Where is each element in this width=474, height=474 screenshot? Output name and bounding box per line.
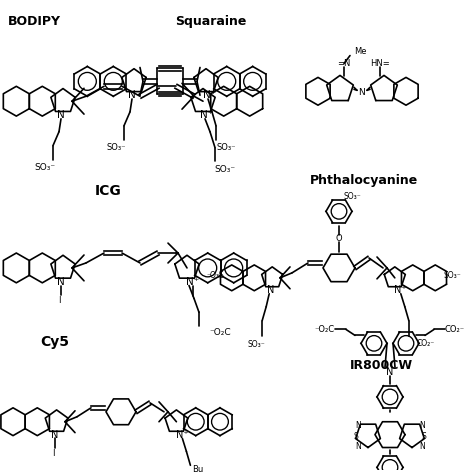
Text: ⁻O₂C: ⁻O₂C <box>315 325 335 334</box>
Text: N⁺: N⁺ <box>186 276 200 287</box>
Text: N: N <box>419 442 425 451</box>
Text: N⁺: N⁺ <box>203 90 217 100</box>
Text: N: N <box>355 442 361 451</box>
Text: I: I <box>58 296 60 305</box>
Text: ⁻O₃S: ⁻O₃S <box>206 271 224 280</box>
Text: HN=: HN= <box>370 59 390 68</box>
Text: SO₃⁻: SO₃⁻ <box>247 340 265 349</box>
Text: Squaraine: Squaraine <box>175 15 246 28</box>
Text: N: N <box>386 367 394 377</box>
Text: SO₃⁻: SO₃⁻ <box>443 271 461 280</box>
Text: N⁺: N⁺ <box>201 110 214 120</box>
Text: CO₂⁻: CO₂⁻ <box>445 325 465 334</box>
Text: SO₃⁻: SO₃⁻ <box>216 143 236 152</box>
Text: SO₃⁻: SO₃⁻ <box>214 165 236 174</box>
Text: N: N <box>419 421 425 430</box>
Text: Bu: Bu <box>192 465 204 474</box>
Text: O: O <box>336 234 342 243</box>
Text: N: N <box>128 90 136 100</box>
Text: N⁺: N⁺ <box>176 429 189 439</box>
Text: S: S <box>354 432 358 441</box>
Text: SO₃⁻: SO₃⁻ <box>106 143 126 152</box>
Text: SO₃⁻: SO₃⁻ <box>35 163 55 172</box>
Text: ICG: ICG <box>95 183 121 198</box>
Text: =N: =N <box>337 59 351 68</box>
Text: N: N <box>355 421 361 430</box>
Text: Cy5: Cy5 <box>40 335 70 349</box>
Text: S: S <box>422 432 427 441</box>
Text: IR800CW: IR800CW <box>350 359 413 372</box>
Text: N: N <box>57 110 65 120</box>
Text: N: N <box>359 88 365 97</box>
Text: N: N <box>51 429 58 439</box>
Text: SO₃⁻: SO₃⁻ <box>344 192 362 201</box>
Text: CO₂⁻: CO₂⁻ <box>417 339 435 348</box>
Text: N: N <box>266 285 274 295</box>
Text: Phthalocyanine: Phthalocyanine <box>310 174 418 187</box>
Text: I: I <box>52 449 55 458</box>
Text: ⁻O₂C: ⁻O₂C <box>209 328 231 337</box>
Text: N⁺: N⁺ <box>394 285 407 295</box>
Text: Me: Me <box>354 47 366 56</box>
Text: BODIPY: BODIPY <box>8 15 61 28</box>
Text: N: N <box>57 276 65 287</box>
